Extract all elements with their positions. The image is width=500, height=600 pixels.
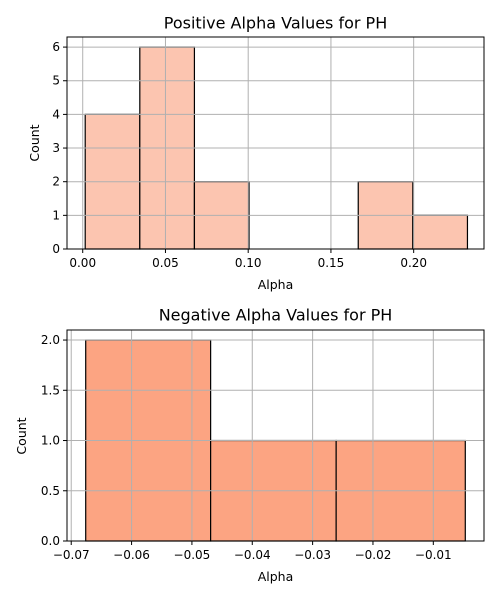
x-tick-label: −0.03 (294, 548, 331, 562)
y-tick-label: 3 (52, 141, 60, 155)
y-tick-label: 1.0 (41, 434, 60, 448)
histogram-bar (412, 214, 469, 250)
x-tick-label: −0.05 (174, 548, 211, 562)
x-axis-label: Alpha (258, 569, 294, 584)
x-tick-label: 0.15 (318, 256, 345, 270)
x-tick-label: −0.02 (355, 548, 392, 562)
y-axis-label: Count (14, 417, 29, 454)
x-tick-label: −0.01 (415, 548, 452, 562)
y-tick-label: 1.5 (41, 383, 60, 397)
x-tick-label: −0.07 (53, 548, 90, 562)
y-tick-label: 1 (52, 208, 60, 222)
y-tick-label: 6 (52, 40, 60, 54)
y-tick-label: 4 (52, 107, 60, 121)
plot-frame (66, 36, 485, 250)
y-tick-label: 5 (52, 74, 60, 88)
chart-title: Positive Alpha Values for PH (164, 14, 387, 33)
y-tick-label: 2.0 (41, 333, 60, 347)
negative-alpha-histogram: Negative Alpha Values for PH Alpha Count… (14, 306, 485, 584)
y-axis-label: Count (27, 124, 42, 161)
x-axis-label: Alpha (258, 277, 294, 292)
y-tick-label: 0.0 (41, 534, 60, 548)
plot-frame (66, 329, 485, 542)
y-tick-label: 2 (52, 175, 60, 189)
x-tick-label: 0.20 (400, 256, 427, 270)
positive-alpha-histogram: Positive Alpha Values for PH Alpha Count… (27, 14, 485, 292)
x-tick-label: −0.04 (234, 548, 271, 562)
x-tick-label: 0.10 (235, 256, 262, 270)
x-tick-label: −0.06 (113, 548, 150, 562)
y-tick-label: 0 (52, 242, 60, 256)
y-tick-label: 0.5 (41, 484, 60, 498)
x-tick-label: 0.00 (69, 256, 96, 270)
chart-title: Negative Alpha Values for PH (159, 306, 393, 325)
x-tick-label: 0.05 (152, 256, 179, 270)
